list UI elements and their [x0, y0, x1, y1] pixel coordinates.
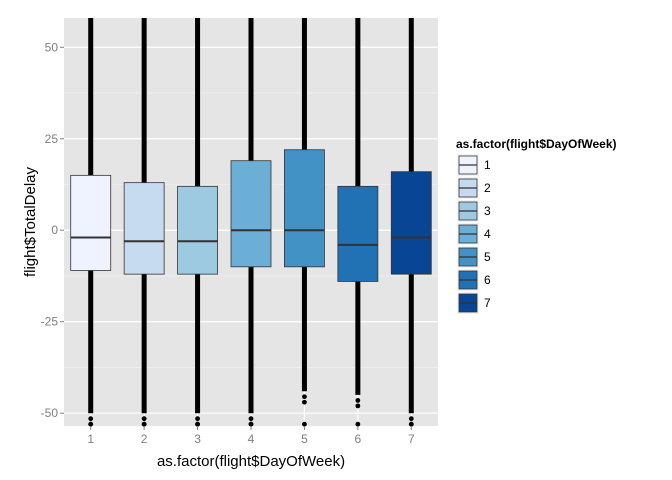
outlier-point	[302, 421, 307, 427]
outlier-point	[408, 421, 414, 427]
box-4	[230, 160, 272, 268]
outlier-point	[302, 399, 307, 405]
y-tick-label: -50	[41, 406, 59, 420]
legend-label: 3	[484, 204, 491, 218]
outlier-point	[355, 421, 361, 427]
legend-label: 6	[484, 273, 491, 287]
legend: as.factor(flight$DayOfWeek) 1 2 3 4 5 6 7	[456, 137, 616, 314]
x-tick-label: 7	[408, 432, 415, 446]
box-2	[123, 182, 165, 275]
x-tick-label: 2	[141, 432, 148, 446]
box-5	[284, 149, 325, 268]
y-axis: -50 -25 0 25 50	[41, 40, 64, 420]
x-axis-title: as.factor(flight$DayOfWeek)	[157, 453, 345, 470]
legend-entries: 1 2 3 4 5 6 7	[457, 154, 491, 314]
legend-label: 4	[484, 227, 491, 241]
boxes	[70, 149, 432, 282]
box-1	[70, 174, 112, 271]
y-tick-label: -25	[41, 315, 59, 329]
x-tick-label: 4	[248, 432, 255, 446]
outlier-point	[248, 421, 254, 427]
box-7	[390, 171, 432, 275]
legend-label: 2	[484, 181, 491, 195]
outlier-point	[355, 397, 361, 403]
legend-label: 1	[484, 158, 491, 172]
outlier-point	[408, 416, 414, 422]
x-tick-label: 6	[355, 432, 362, 446]
legend-title: as.factor(flight$DayOfWeek)	[456, 137, 616, 151]
outlier-points	[88, 18, 414, 427]
outlier-point	[141, 416, 147, 422]
outlier-point	[302, 394, 307, 400]
outlier-point	[195, 416, 200, 422]
y-tick-label: 0	[51, 223, 58, 237]
outlier-point	[88, 416, 94, 422]
box-3	[177, 185, 218, 275]
y-tick-label: 50	[45, 40, 59, 54]
outlier-point	[195, 421, 200, 427]
outlier-point	[88, 421, 94, 427]
outlier-point	[355, 403, 361, 409]
outlier-point	[141, 421, 147, 427]
legend-label: 5	[484, 250, 491, 264]
x-tick-label: 5	[301, 432, 308, 446]
y-axis-title: flight$TotalDelay	[22, 166, 39, 277]
x-tick-label: 1	[87, 432, 94, 446]
outlier-point	[248, 416, 254, 422]
x-tick-label: 3	[194, 432, 201, 446]
legend-label: 7	[484, 296, 491, 310]
box-6	[337, 185, 379, 282]
y-tick-label: 25	[45, 132, 59, 146]
x-axis: 1 2 3 4 5 6 7	[87, 426, 415, 446]
